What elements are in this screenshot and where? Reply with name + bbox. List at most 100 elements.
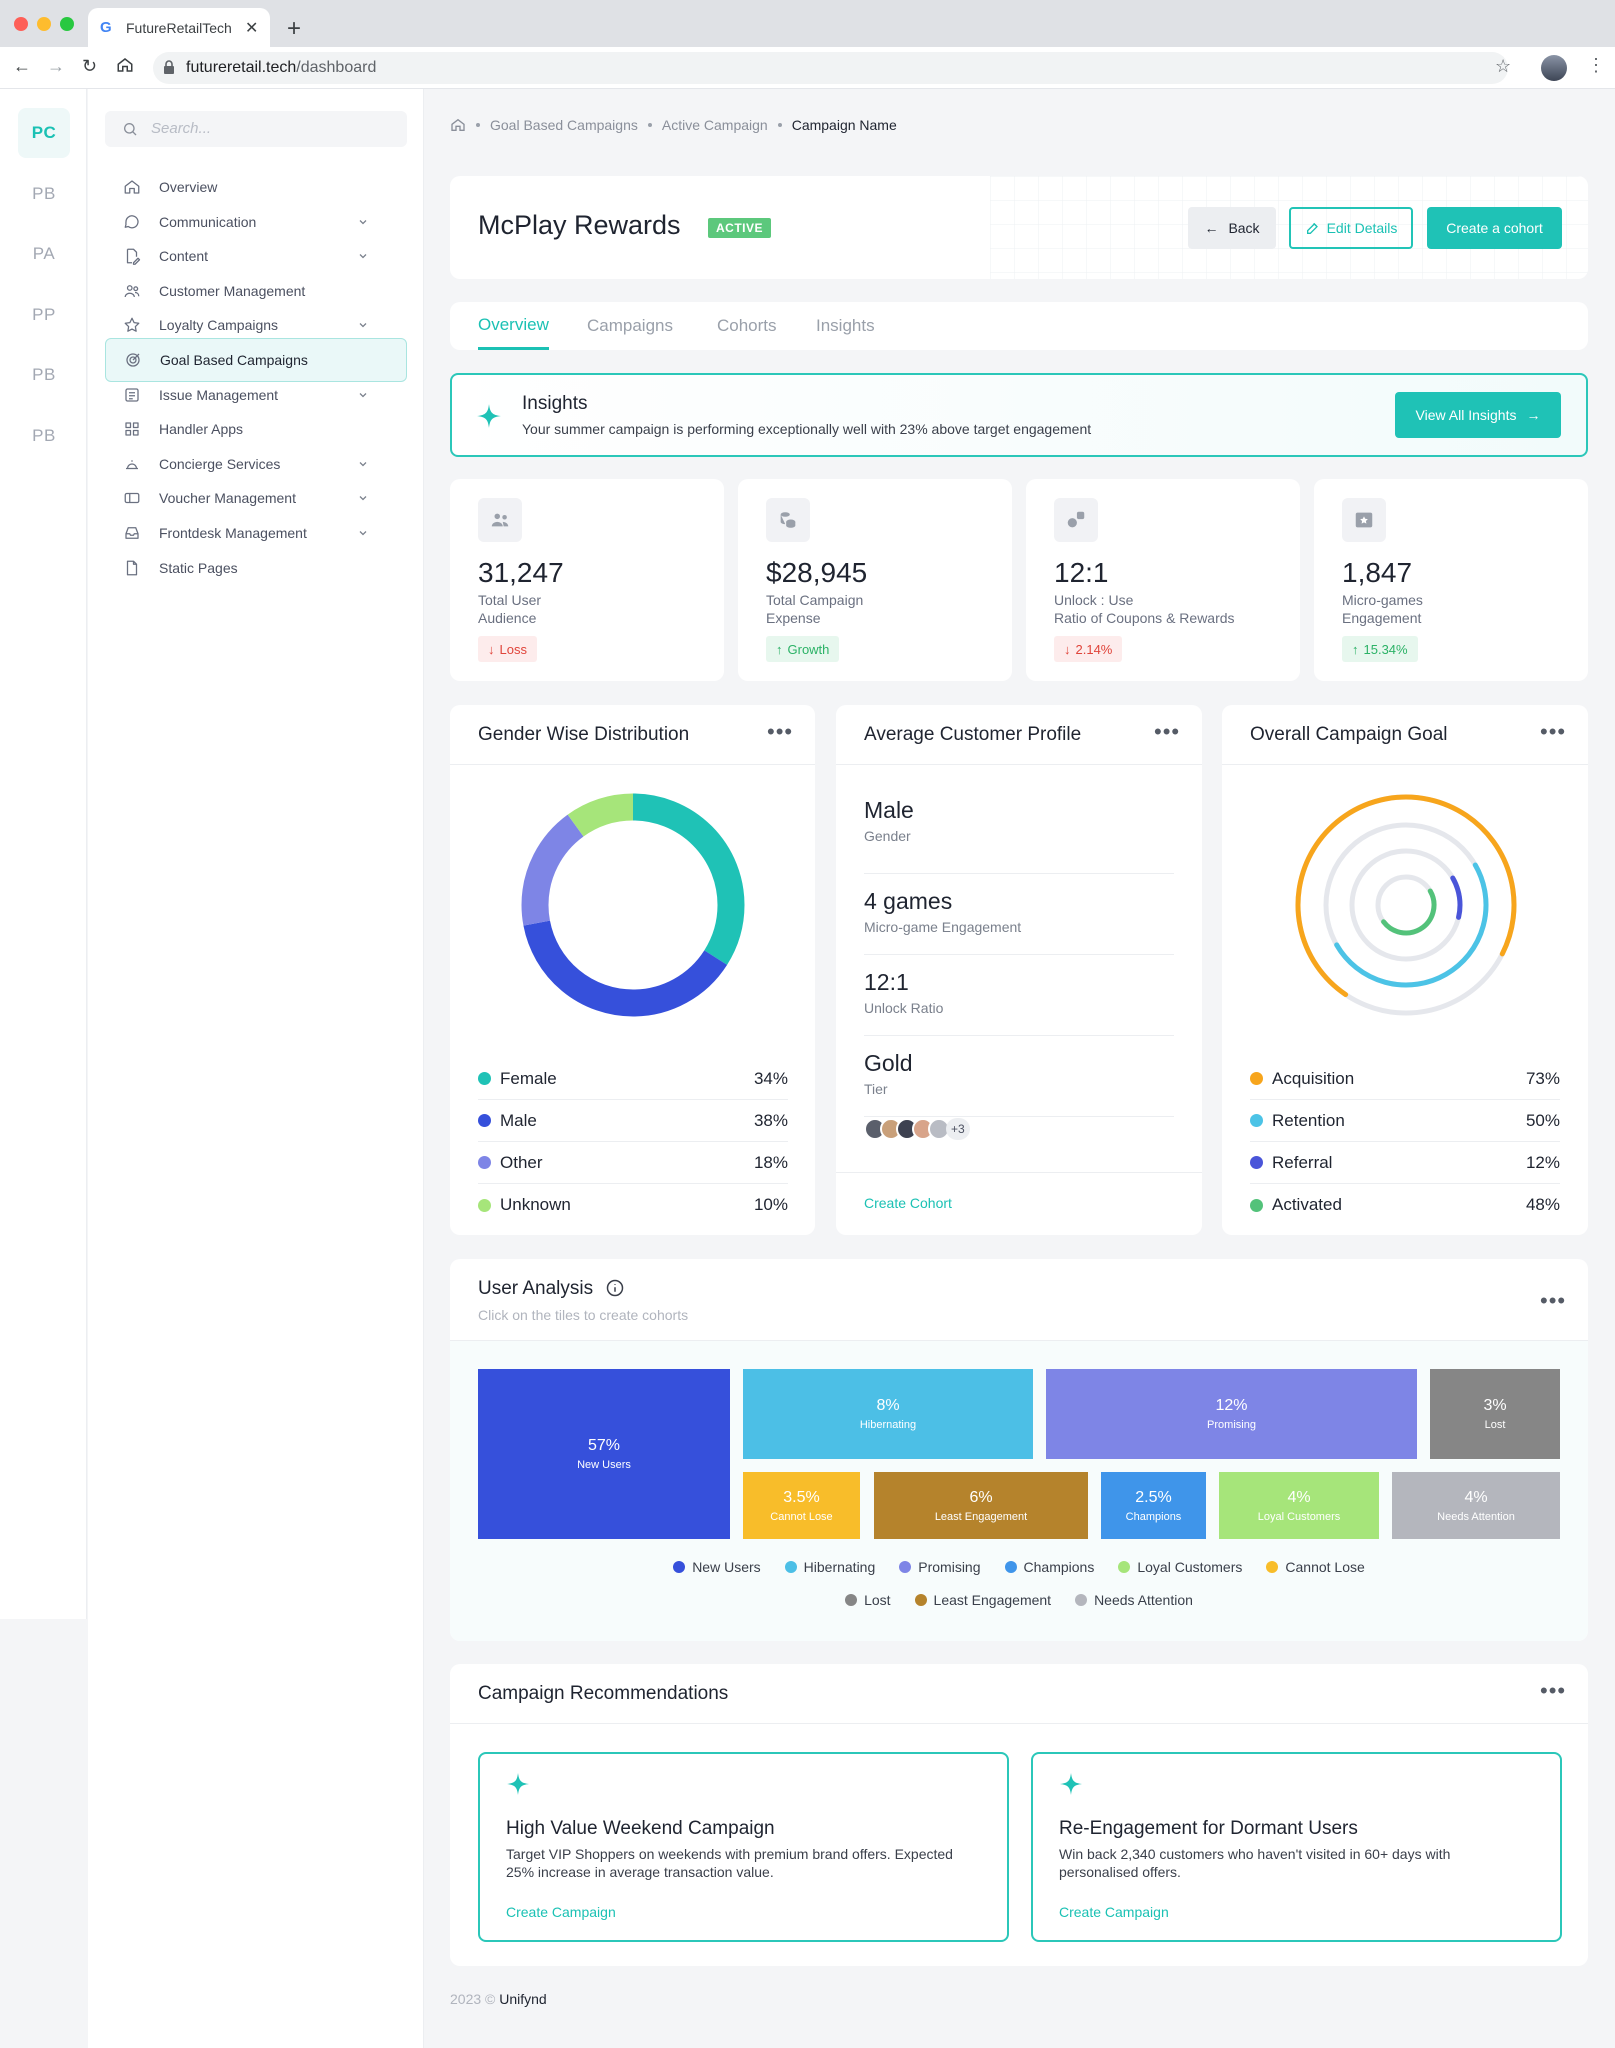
rail-item[interactable]: PC xyxy=(18,108,70,158)
tile-needs-attention[interactable]: 4% Needs Attention xyxy=(1392,1472,1560,1539)
inbox-icon xyxy=(123,524,141,542)
legend-label: Least Engagement xyxy=(933,1592,1052,1608)
sidebar-item[interactable]: Loyalty Campaigns xyxy=(105,303,407,347)
chevron-down-icon[interactable] xyxy=(357,458,369,470)
more-icon[interactable]: ••• xyxy=(767,719,794,744)
rail-item[interactable]: PP xyxy=(32,305,56,324)
sidebar-item[interactable]: Static Pages xyxy=(105,546,407,590)
home-icon[interactable] xyxy=(116,56,134,74)
create-cohort-button[interactable]: Create a cohort xyxy=(1427,207,1562,249)
info-icon[interactable] xyxy=(606,1279,624,1297)
tab-cohorts[interactable]: Cohorts xyxy=(717,316,777,335)
forward-arrow-icon[interactable]: → xyxy=(47,56,65,76)
more-icon[interactable]: ••• xyxy=(1540,1288,1567,1313)
sidebar-item-label: Goal Based Campaigns xyxy=(160,352,308,368)
more-icon[interactable]: ••• xyxy=(1540,1678,1567,1703)
edit-icon xyxy=(1305,220,1321,236)
breadcrumb-item[interactable]: Goal Based Campaigns xyxy=(490,117,638,133)
breadcrumb-item[interactable]: Active Campaign xyxy=(661,117,768,133)
sidebar-item[interactable]: Concierge Services xyxy=(105,442,407,486)
address-bar[interactable]: futureretail.tech/dashboard xyxy=(153,52,1508,84)
chevron-down-icon[interactable] xyxy=(357,492,369,504)
sidebar-item-label: Overview xyxy=(159,179,218,195)
tab-overview[interactable]: Overview xyxy=(478,302,549,350)
chevron-down-icon[interactable] xyxy=(357,527,369,539)
tile-champions[interactable]: 2.5% Champions xyxy=(1101,1472,1206,1539)
search-input[interactable]: Search... xyxy=(105,111,407,147)
ring-acquisition[interactable] xyxy=(1292,791,1520,1019)
home-icon[interactable] xyxy=(450,117,466,133)
sidebar-item[interactable]: Goal Based Campaigns xyxy=(105,338,407,382)
donut-slice-unknown[interactable] xyxy=(521,793,745,1017)
lock-icon xyxy=(163,60,175,74)
ring-referral[interactable] xyxy=(1332,831,1480,979)
more-icon[interactable]: ••• xyxy=(1154,719,1181,744)
reload-icon[interactable]: ↻ xyxy=(82,56,98,76)
create-cohort-link[interactable]: Create Cohort xyxy=(864,1195,952,1211)
sidebar-item[interactable]: Communication xyxy=(105,200,407,244)
close-window-button[interactable] xyxy=(14,17,28,31)
sidebar-item[interactable]: Content xyxy=(105,234,407,278)
legend-swatch xyxy=(478,1072,491,1085)
recommendation-card[interactable]: Re-Engagement for Dormant Users Win back… xyxy=(1031,1752,1562,1942)
maximize-window-button[interactable] xyxy=(60,17,74,31)
tile-cannot-lose[interactable]: 3.5% Cannot Lose xyxy=(743,1472,860,1539)
tile-lost[interactable]: 3% Lost xyxy=(1430,1369,1560,1459)
legend-value: 73% xyxy=(1525,1068,1560,1088)
browser-tab[interactable]: G FutureRetailTech ✕ xyxy=(88,8,270,48)
chevron-down-icon[interactable] xyxy=(357,250,369,262)
profile-label: Unlock Ratio xyxy=(864,1000,944,1016)
legend-label: Acquisition xyxy=(1272,1068,1355,1088)
legend-value: 12% xyxy=(1525,1152,1560,1172)
more-icon[interactable]: ••• xyxy=(1540,719,1567,744)
create-campaign-link[interactable]: Create Campaign xyxy=(1059,1904,1169,1920)
users-icon xyxy=(123,282,141,300)
legend-swatch xyxy=(478,1198,491,1212)
profile-avatar[interactable] xyxy=(1541,55,1567,81)
sidebar-item-label: Voucher Management xyxy=(159,490,296,507)
minimize-window-button[interactable] xyxy=(37,17,51,31)
tile-promising[interactable]: 12% Promising xyxy=(1046,1369,1417,1459)
kpi-card: 12:1 Unlock : Use Ratio of Coupons & Rewar… xyxy=(1026,479,1300,681)
legend-label: Needs Attention xyxy=(1094,1592,1193,1608)
rail-item[interactable]: PB xyxy=(32,365,56,384)
recommendation-card[interactable]: High Value Weekend Campaign Target VIP S… xyxy=(478,1752,1009,1942)
donut-slice-male[interactable] xyxy=(521,793,745,1017)
tab-campaigns[interactable]: Campaigns xyxy=(587,316,673,335)
ring-retention[interactable] xyxy=(1297,796,1516,1015)
rail-item[interactable]: PA xyxy=(32,244,56,263)
bell-icon xyxy=(123,455,141,473)
legend-item: Needs Attention xyxy=(1075,1592,1193,1608)
create-campaign-link[interactable]: Create Campaign xyxy=(506,1904,616,1920)
sidebar-item[interactable]: Voucher Management xyxy=(105,476,407,520)
chevron-down-icon[interactable] xyxy=(357,216,369,228)
sidebar-item[interactable]: Frontdesk Management xyxy=(105,511,407,555)
sidebar-item[interactable]: Issue Management xyxy=(105,373,407,417)
tile-least-engagement[interactable]: 6% Least Engagement xyxy=(874,1472,1088,1539)
footer-brand: Unifynd xyxy=(499,1991,547,2007)
tile-hibernating[interactable]: 8% Hibernating xyxy=(743,1369,1033,1459)
bookmark-star-icon[interactable]: ☆ xyxy=(1495,56,1512,76)
tab-insights[interactable]: Insights xyxy=(816,316,875,335)
new-tab-button[interactable]: + xyxy=(287,15,302,42)
tile-loyal-customers[interactable]: 4% Loyal Customers xyxy=(1219,1472,1379,1539)
back-arrow-icon[interactable]: ← xyxy=(13,56,31,76)
rail-item[interactable]: PB xyxy=(32,184,56,203)
legend-swatch xyxy=(1004,1561,1017,1573)
legend-label: Loyal Customers xyxy=(1137,1559,1243,1575)
tab-close-icon[interactable]: ✕ xyxy=(245,20,259,37)
back-button[interactable]: ← Back xyxy=(1188,207,1276,249)
chevron-down-icon[interactable] xyxy=(357,389,369,401)
rail-item[interactable]: PB xyxy=(32,426,56,445)
insights-banner: Insights Your summer campaign is perform… xyxy=(450,373,1588,457)
chevron-down-icon[interactable] xyxy=(357,319,369,331)
sidebar-item[interactable]: Customer Management xyxy=(105,269,407,313)
donut-slice-other[interactable] xyxy=(521,793,745,1017)
ring-activated[interactable] xyxy=(1368,867,1444,943)
browser-menu-icon[interactable]: ⋮ xyxy=(1587,55,1605,75)
tile-new-users[interactable]: 57% New Users xyxy=(478,1369,730,1539)
sidebar-item[interactable]: Overview xyxy=(105,165,407,209)
view-all-insights-button[interactable]: View All Insights → xyxy=(1395,392,1561,438)
edit-details-button[interactable]: Edit Details xyxy=(1289,207,1413,249)
sidebar-item[interactable]: Handler Apps xyxy=(105,407,407,451)
